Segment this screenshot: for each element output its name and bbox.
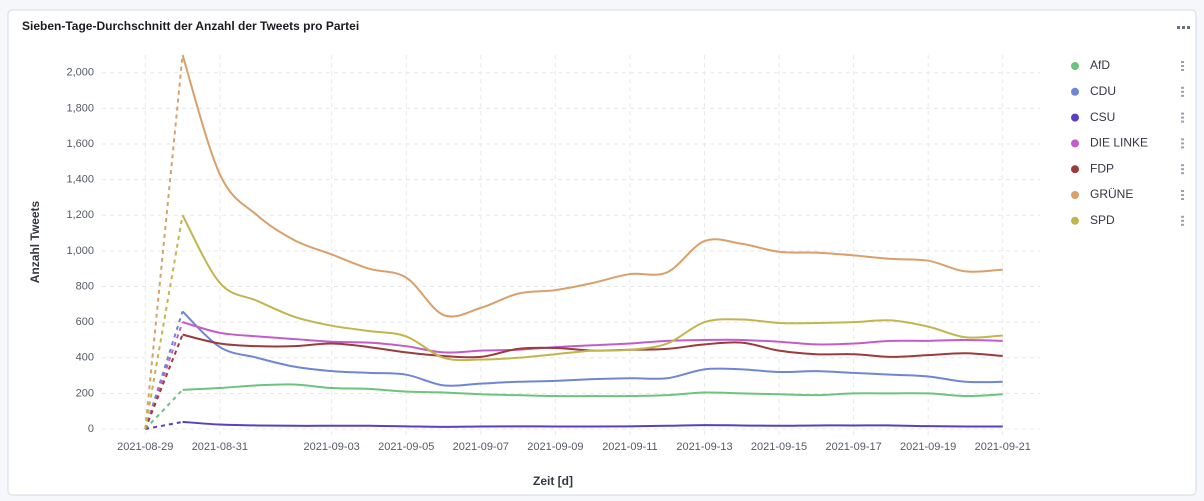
series-line	[144, 321, 184, 430]
legend-label: GRÜNE	[1090, 187, 1133, 201]
legend-menu-dot	[1181, 94, 1184, 97]
series-line	[182, 420, 1003, 428]
legend-menu-dot	[1181, 219, 1184, 222]
legend-swatch	[1071, 216, 1079, 225]
series-line	[181, 214, 1003, 362]
legend-menu-dot	[1181, 138, 1184, 141]
legend-item[interactable]: CSU	[1071, 110, 1184, 124]
series-line	[144, 389, 184, 430]
x-tick-label: 2021-09-19	[900, 441, 956, 453]
legend-item[interactable]: CDU	[1071, 84, 1184, 98]
legend-item[interactable]: GRÜNE	[1071, 187, 1184, 201]
legend-label: FDP	[1090, 161, 1114, 175]
x-tick-label: 2021-09-03	[304, 441, 360, 453]
legend-menu-dot	[1181, 164, 1184, 167]
legend-menu-dot	[1181, 146, 1184, 149]
legend-item[interactable]: AfD	[1071, 58, 1184, 72]
legend-menu-dot	[1181, 142, 1184, 145]
legend-label: AfD	[1090, 58, 1110, 72]
legend-menu-dot	[1181, 120, 1184, 123]
legend-menu-dot	[1181, 65, 1184, 67]
series-line	[144, 54, 184, 430]
legend-menu-dot	[1181, 168, 1184, 171]
panel	[7, 9, 1197, 496]
x-tick-label: 2021-09-21	[975, 441, 1031, 453]
legend-swatch	[1071, 87, 1079, 96]
series-line	[144, 215, 184, 430]
legend-menu-dot	[1181, 61, 1184, 63]
x-tick-label: 2021-08-29	[117, 441, 173, 453]
legend-menu-dot	[1181, 198, 1184, 200]
series-line	[181, 310, 1003, 387]
y-tick-label: 200	[76, 387, 94, 399]
y-tick-label: 1,400	[66, 174, 94, 186]
y-tick-label: 1,800	[66, 102, 94, 114]
y-tick-label: 2,000	[66, 67, 94, 79]
legend-swatch	[1071, 191, 1079, 199]
x-tick-label: 2021-09-05	[378, 441, 434, 453]
series-line	[181, 54, 1003, 318]
legend-menu-dot	[1181, 86, 1184, 89]
legend-menu-dot	[1181, 172, 1184, 175]
series-line	[182, 321, 1003, 354]
legend-swatch	[1071, 113, 1079, 122]
legend-swatch	[1071, 165, 1079, 174]
y-tick-label: 1,600	[66, 138, 94, 150]
chart-title: Sieben-Tage-Durchschnitt der Anzahl der …	[22, 19, 359, 33]
legend-swatch	[1071, 139, 1079, 148]
legend-menu-dot	[1181, 223, 1184, 226]
x-tick-label: 2021-09-11	[602, 441, 657, 453]
legend-menu-dot	[1181, 190, 1184, 192]
legend-swatch	[1071, 62, 1079, 70]
y-tick-label: 400	[76, 352, 94, 364]
legend-menu-dot	[1181, 112, 1184, 115]
legend-menu-dot	[1181, 194, 1184, 196]
legend-label: CDU	[1090, 84, 1116, 98]
x-tick-label: 2021-09-07	[453, 441, 509, 453]
x-tick-label: 2021-09-09	[527, 441, 583, 453]
x-tick-label: 2021-09-13	[676, 441, 732, 453]
y-tick-label: 0	[88, 423, 94, 435]
y-tick-label: 800	[76, 280, 94, 292]
legend-menu-dot	[1181, 69, 1184, 71]
series-line	[182, 383, 1003, 398]
legend-menu-dot	[1181, 116, 1184, 119]
legend-item[interactable]: DIE LINKE	[1071, 136, 1184, 150]
legend-menu-dot	[1181, 215, 1184, 218]
x-axis-label: Zeit [d]	[533, 474, 573, 488]
x-tick-label: 2021-08-31	[192, 441, 248, 453]
y-tick-label: 1,200	[66, 209, 94, 221]
panel-menu[interactable]	[1177, 26, 1190, 29]
series-line	[144, 334, 184, 430]
x-tick-label: 2021-09-15	[751, 441, 807, 453]
legend-menu-dot	[1181, 90, 1184, 93]
legend-label: SPD	[1090, 213, 1115, 227]
y-axis-label: Anzahl Tweets	[28, 200, 42, 283]
legend-label: CSU	[1090, 110, 1115, 124]
x-tick-label: 2021-09-17	[825, 441, 881, 453]
series-line	[145, 420, 183, 430]
legend-item[interactable]: SPD	[1071, 213, 1184, 227]
legend-label: DIE LINKE	[1090, 136, 1148, 150]
y-tick-label: 1,000	[66, 245, 94, 257]
y-tick-label: 600	[76, 316, 94, 328]
legend-item[interactable]: FDP	[1071, 161, 1184, 175]
